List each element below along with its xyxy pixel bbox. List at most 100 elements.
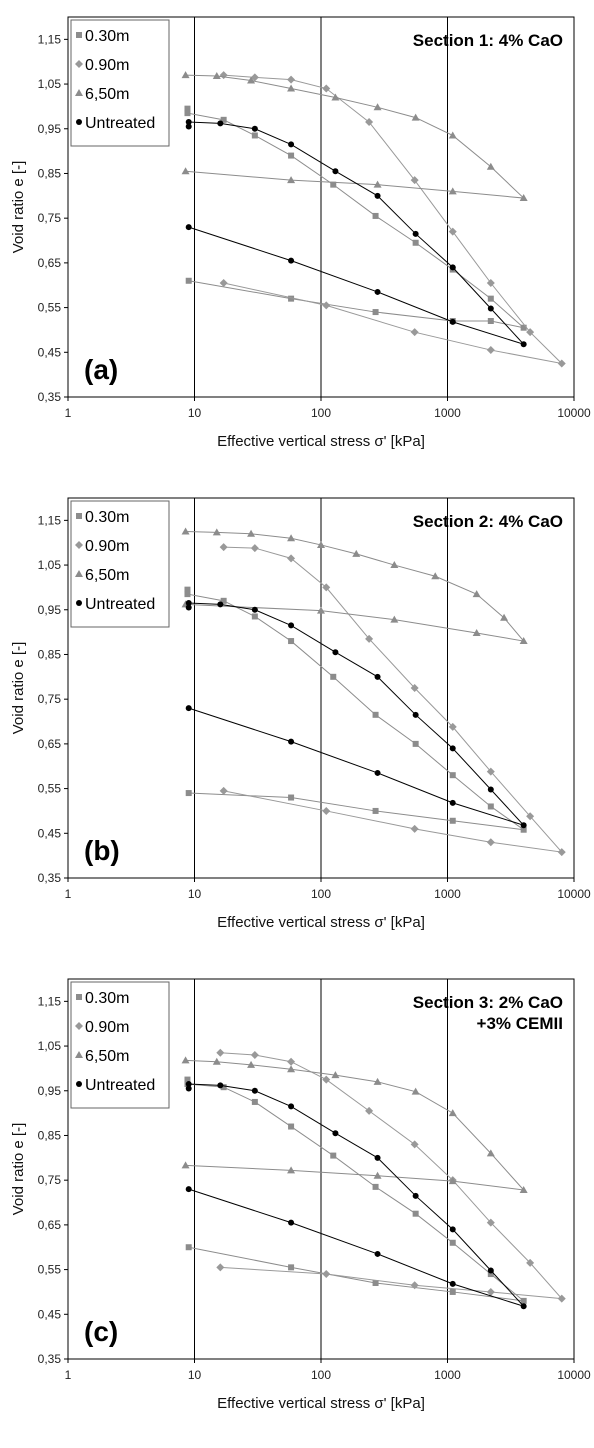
legend-label: 0.30m [85, 990, 129, 1007]
data-point [411, 1087, 420, 1095]
data-point [250, 73, 259, 82]
data-point [181, 167, 190, 175]
data-point [372, 309, 379, 316]
data-point [373, 1171, 382, 1179]
x-tick-label: 10000 [557, 406, 591, 420]
data-point [330, 673, 337, 680]
x-tick-label: 1000 [434, 406, 461, 420]
y-tick-label: 0,75 [38, 211, 62, 225]
series-line [185, 1059, 525, 1191]
legend-box [70, 19, 170, 147]
data-point [331, 93, 340, 101]
x-tick-label: 1000 [434, 887, 461, 901]
data-point [251, 132, 258, 139]
data-point [288, 738, 295, 745]
y-tick-label: 1,15 [38, 513, 62, 527]
chart-b: 1 10 100 1000 10000 0,35 0,45 0,55 0,65 0,75 0,85 0… [10, 497, 591, 931]
legend-marker [75, 570, 83, 577]
x-tick-label: 1 [65, 1368, 72, 1382]
data-point [412, 239, 419, 246]
data-point [332, 649, 339, 656]
data-point [557, 1294, 566, 1303]
y-tick-label: 1,05 [38, 77, 62, 91]
data-point [448, 227, 457, 236]
data-point [251, 1087, 258, 1094]
data-point [448, 1177, 457, 1185]
data-point [410, 1140, 419, 1149]
data-point [185, 119, 192, 126]
data-point [217, 1082, 224, 1089]
data-point [288, 638, 295, 645]
x-tick-label: 1 [65, 887, 72, 901]
y-tick-label: 1,15 [38, 32, 62, 46]
x-axis-label: Effective vertical stress σ' [kPa] [217, 1395, 425, 1412]
y-axis-label: Void ratio e [-] [10, 642, 27, 735]
panel-label: (a) [84, 354, 118, 385]
data-point [374, 673, 381, 680]
y-tick-label: 0,45 [38, 826, 62, 840]
y-tick-label: 0,65 [38, 737, 62, 751]
series-line [223, 546, 564, 853]
data-point [185, 123, 192, 130]
data-point [219, 786, 228, 795]
data-point [212, 1057, 221, 1065]
data-point [486, 1287, 495, 1296]
data-point [448, 131, 457, 139]
y-tick-label: 0,75 [38, 692, 62, 706]
x-tick-label: 1000 [434, 1368, 461, 1382]
data-point [410, 176, 419, 185]
data-point [526, 812, 535, 821]
data-point [519, 1186, 528, 1194]
x-tick-label: 1 [65, 406, 72, 420]
data-point [486, 346, 495, 355]
data-point [185, 1085, 192, 1092]
data-point [219, 543, 228, 552]
data-point [322, 1075, 331, 1084]
data-point [449, 799, 456, 806]
data-point [251, 1098, 258, 1105]
data-point [520, 1303, 527, 1310]
chart-title: Section 2: 4% CaO [413, 512, 563, 531]
data-point [185, 1244, 192, 1251]
y-tick-label: 0,85 [38, 1128, 62, 1142]
data-point [472, 629, 481, 637]
series-square [184, 586, 527, 833]
data-point [487, 318, 494, 324]
chart-title: Section 1: 4% CaO [413, 31, 563, 50]
data-point [410, 1281, 419, 1290]
x-tick-label: 100 [311, 1368, 331, 1382]
legend: 0.30m 0.90m 6,50m Untreated [70, 981, 170, 1109]
legend-marker [76, 119, 82, 125]
data-point [520, 324, 527, 331]
x-axis-label: Effective vertical stress σ' [kPa] [217, 433, 425, 450]
data-point [372, 711, 379, 718]
data-point [487, 1271, 494, 1278]
data-point [185, 1081, 192, 1088]
data-point [373, 180, 382, 188]
data-point [372, 1280, 379, 1286]
data-point [287, 554, 296, 563]
y-tick-label: 1,05 [38, 558, 62, 572]
data-point [185, 224, 192, 231]
data-point [373, 1077, 382, 1085]
series-line [186, 1079, 526, 1302]
series-diamond [219, 543, 566, 857]
data-point [448, 1109, 457, 1117]
legend-label: 0.30m [85, 509, 129, 526]
data-point [557, 359, 566, 368]
data-point [410, 824, 419, 833]
data-point [247, 529, 256, 537]
data-point [412, 740, 419, 747]
data-point [322, 583, 331, 592]
panel-label: (c) [84, 1316, 118, 1347]
legend-marker [75, 1051, 83, 1058]
legend-label: 6,50m [85, 86, 129, 103]
data-point [448, 722, 457, 731]
data-point [365, 118, 374, 127]
y-tick-label: 1,15 [38, 994, 62, 1008]
data-point [216, 1263, 225, 1272]
data-point [250, 544, 259, 553]
y-tick-label: 0,55 [38, 301, 62, 315]
data-point [449, 1288, 456, 1295]
data-point [288, 152, 295, 159]
